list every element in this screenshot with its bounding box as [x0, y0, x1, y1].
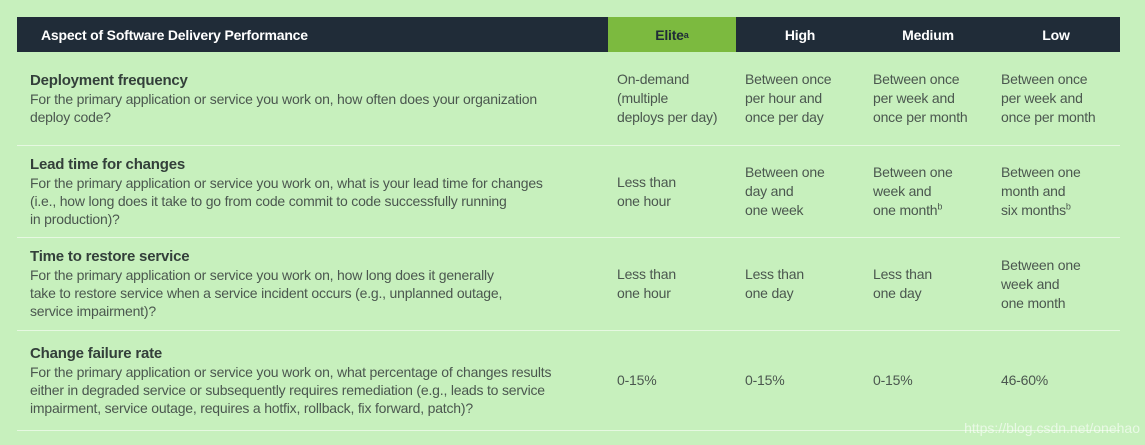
level-header-medium: Medium	[864, 17, 992, 52]
level-header-elite: Elite a	[608, 17, 736, 52]
value-cell: Between once per hour and once per day	[736, 52, 864, 145]
value-cell: Less than one day	[736, 238, 864, 330]
aspect-cell: Lead time for changes For the primary app…	[17, 146, 608, 237]
description-line: For the primary application or service y…	[30, 90, 537, 107]
value-line: Less than	[617, 173, 676, 190]
value-line: Between one	[745, 164, 825, 180]
value-cell: Between once per week and once per month	[864, 52, 992, 145]
row-description: For the primary application or service y…	[30, 174, 588, 228]
aspect-cell: Time to restore service For the primary a…	[17, 238, 608, 330]
value-line: once per month	[873, 109, 968, 125]
value-line: Less than	[873, 266, 932, 282]
description-line: For the primary application or service y…	[30, 267, 494, 283]
value-cell: On-demand (multiple deploys per day)	[608, 52, 736, 145]
row-title: Time to restore service	[30, 248, 190, 265]
value-line: Less than	[617, 266, 676, 282]
table-row: Lead time for changes For the primary app…	[17, 145, 1120, 237]
value-cell: Less than one hour	[608, 238, 736, 330]
level-header-high: High	[736, 17, 864, 52]
value-line: Less than	[745, 266, 804, 282]
description-line: For the primary application or service y…	[30, 363, 552, 380]
description-line: (i.e., how long does it take to go from …	[30, 192, 507, 209]
table-row: Time to restore service For the primary a…	[17, 237, 1120, 330]
value-line: per hour and	[745, 90, 822, 106]
value-cell: Less than one day	[864, 238, 992, 330]
value-line: one day	[745, 285, 794, 301]
value-line: 0-15%	[873, 372, 913, 388]
row-description: For the primary application or service y…	[30, 363, 588, 417]
value-cell: Between one month and six monthsb	[992, 146, 1120, 237]
row-description: For the primary application or service y…	[30, 90, 588, 126]
value-line: month and	[1001, 183, 1066, 199]
description-line: take to restore service when a service i…	[30, 285, 503, 301]
value-line: one month	[1001, 294, 1066, 311]
value-line: Between once	[745, 71, 832, 87]
value-line: 46-60%	[1001, 372, 1049, 388]
table-row: Change failure rate For the primary appli…	[17, 330, 1120, 430]
value-line: once per month	[1001, 109, 1096, 125]
value-line: Between one	[873, 164, 953, 180]
value-cell: 0-15%	[736, 331, 864, 430]
value-line: one hour	[617, 285, 671, 301]
value-cell: Between one week and one month	[992, 238, 1120, 330]
value-line: Between one	[1001, 164, 1081, 180]
value-line: deploys per day)	[617, 109, 718, 125]
value-line: Between once	[1001, 71, 1088, 87]
value-line: 0-15%	[745, 372, 785, 388]
value-line: Between one	[1001, 256, 1081, 273]
value-line: 0-15%	[617, 372, 657, 388]
value-line: one day	[873, 285, 922, 301]
aspect-cell: Deployment frequency For the primary appl…	[17, 52, 608, 145]
value-cell: Between one day and one week	[736, 146, 864, 237]
table-row: Deployment frequency For the primary appl…	[17, 52, 1120, 145]
description-line: deploy code?	[30, 108, 111, 125]
table-body: Deployment frequency For the primary appl…	[17, 52, 1120, 431]
value-cell: 0-15%	[608, 331, 736, 430]
value-line: one monthb	[873, 201, 943, 218]
value-line: day and	[745, 183, 794, 199]
value-line: On-demand	[617, 71, 690, 87]
row-description: For the primary application or service y…	[30, 266, 588, 320]
value-line: one week	[745, 202, 804, 218]
description-line: either in degraded service or subsequent…	[30, 381, 545, 398]
value-line: once per day	[745, 109, 824, 125]
aspect-header-cell: Aspect of Software Delivery Performance	[17, 17, 608, 52]
software-delivery-performance-table: Aspect of Software Delivery Performance …	[17, 17, 1120, 431]
table-header-row: Aspect of Software Delivery Performance …	[17, 17, 1120, 52]
value-cell: 0-15%	[864, 331, 992, 430]
value-line: six monthsb	[1001, 201, 1071, 218]
value-line: Between once	[873, 71, 960, 87]
value-line: per week and	[873, 90, 955, 106]
description-line: impairment, service outage, requires a h…	[30, 399, 473, 416]
watermark-text: https://blog.csdn.net/onehao	[964, 420, 1140, 436]
value-line: per week and	[1001, 90, 1083, 106]
value-line: week and	[873, 183, 932, 199]
aspect-cell: Change failure rate For the primary appli…	[17, 331, 608, 430]
value-cell: Between once per week and once per month	[992, 52, 1120, 145]
description-line: in production)?	[30, 210, 120, 227]
value-cell: Between one week and one monthb	[864, 146, 992, 237]
superscript-note: b	[1065, 201, 1071, 212]
value-line: week and	[1001, 275, 1060, 292]
value-cell: Less than one hour	[608, 146, 736, 237]
superscript-note: b	[937, 201, 943, 212]
row-title: Change failure rate	[30, 344, 163, 362]
description-line: service impairment)?	[30, 303, 156, 319]
description-line: For the primary application or service y…	[30, 174, 543, 191]
value-line: (multiple	[617, 90, 669, 106]
value-line: one hour	[617, 192, 671, 209]
level-header-low: Low	[992, 17, 1120, 52]
row-title: Deployment frequency	[30, 71, 188, 89]
value-cell: 46-60%	[992, 331, 1120, 430]
row-title: Lead time for changes	[30, 155, 186, 173]
